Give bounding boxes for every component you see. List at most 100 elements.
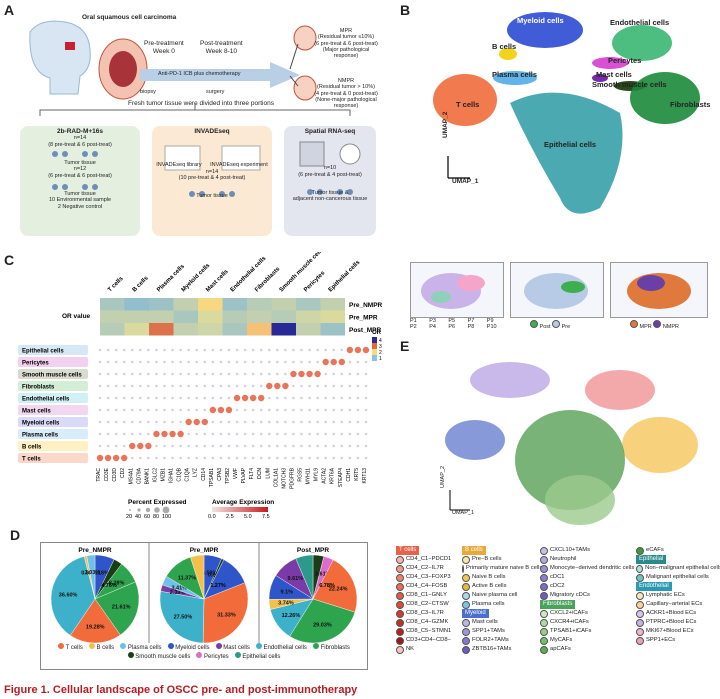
box-16s-bg — [20, 126, 140, 236]
pie-legend: T cells B cells Plasma cells Myeloid cel… — [41, 643, 367, 660]
dot-mark — [130, 372, 134, 376]
dot-mark — [276, 348, 279, 352]
dot-mark — [122, 372, 126, 376]
dot-mark — [259, 420, 263, 424]
or-cell — [222, 323, 247, 336]
column-label: Mast cells — [205, 268, 230, 293]
dot-mark — [308, 456, 311, 460]
legend-label: TPSAB1+iCAFs — [550, 628, 592, 634]
cluster-b-blob — [499, 48, 517, 60]
legend-item: CD3+CD4−CD8− — [396, 636, 468, 645]
pie-legend-label: Fibroblasts — [318, 645, 350, 651]
label-myeloid: Myeloid cells — [517, 16, 564, 25]
legend-label: apCAFs — [550, 646, 571, 652]
dot-mark — [308, 420, 311, 424]
dot-mark — [364, 456, 368, 460]
dot-mark — [106, 348, 110, 352]
dot-mark — [300, 432, 303, 436]
dot-mark — [195, 348, 199, 352]
legend-item: Mast cells — [462, 618, 542, 627]
dot-mark — [340, 372, 344, 376]
pie-slice-label: 0.93% — [81, 570, 97, 576]
legend-group-title: T cells — [396, 546, 420, 555]
dot-mark — [292, 456, 295, 460]
or-cell — [320, 323, 345, 336]
dot-mark — [195, 360, 199, 364]
dot-mark — [122, 348, 126, 352]
pie-slice-label: 8.28% — [109, 580, 125, 586]
mpr-tissue-icon — [293, 25, 317, 51]
or-cell — [149, 298, 174, 311]
dot-mark — [130, 360, 134, 364]
dot-mark — [308, 348, 311, 352]
dot-mark — [203, 384, 207, 388]
dot-mark — [211, 432, 215, 436]
pie-legend-item: Plasma cells — [120, 643, 162, 651]
legend-item: Pre−B cells — [462, 555, 542, 564]
pie-slice-label: 9.1% — [281, 589, 294, 595]
legend-label: CD4_C4−FOSB — [406, 583, 448, 589]
dot-row-bg — [18, 453, 88, 463]
dot-mark — [251, 456, 255, 460]
dot-mark — [235, 420, 239, 424]
legend-label: CD4_C3−FOXP3 — [406, 574, 451, 580]
dot-mark — [276, 372, 279, 376]
legend-item: CXCR4+iCAFs — [540, 618, 640, 627]
dot-mark — [147, 456, 150, 460]
or-cell — [320, 298, 345, 311]
dot-row-label: Mast cells — [22, 409, 51, 415]
dot-mark — [163, 420, 166, 424]
legend-label: ACKR1+Blood ECs — [646, 610, 697, 616]
dot-mark — [274, 382, 281, 390]
dot-mark — [139, 372, 142, 376]
dot-mark — [187, 408, 190, 412]
pie-legend-swatch — [255, 643, 262, 649]
dot-mark — [356, 444, 360, 448]
gene-label: IGHA1 — [169, 468, 175, 483]
dot-mark — [227, 456, 231, 460]
dot-mark — [308, 384, 311, 388]
dot-mark — [155, 396, 158, 400]
dot-mark — [340, 348, 344, 352]
dot-mark — [171, 360, 174, 364]
pie-slice-label: 12.26% — [282, 613, 301, 619]
legend-swatch — [540, 573, 548, 582]
pie-legend-swatch — [127, 652, 134, 658]
legend-item: Migratory cDCs — [540, 591, 640, 600]
umap1-label: UMAP_1 — [452, 178, 479, 185]
gene-label: TPSAB1 — [209, 468, 215, 487]
legend-label: cDC1 — [550, 574, 565, 580]
dot-mark — [259, 372, 263, 376]
legend-item: Neutrophil — [540, 555, 640, 564]
pie-legend-item: Endothelial cells — [255, 643, 307, 651]
legend-label: MyCAFs — [550, 637, 573, 643]
surgery-label: surgery — [206, 89, 225, 95]
dot-mark — [106, 408, 110, 412]
dot-mark — [243, 384, 247, 388]
legend-label: eCAFs — [646, 547, 664, 553]
panel-e-legend: T cells CD4_C1−PDCD1 CD4_C2−IL7R CD4_C3−FOX… — [396, 546, 720, 656]
gene-label: STEAP4 — [338, 468, 344, 487]
gene-label: PLVAP — [241, 467, 247, 483]
percent-legend-dot — [129, 509, 131, 511]
pie-legend-label: Mast cells — [221, 645, 250, 651]
panel-a-graphics — [20, 20, 376, 236]
dot-mark — [219, 432, 223, 436]
pie-legend-label: T cells — [64, 645, 83, 651]
gene-label: RGS5 — [298, 468, 304, 482]
dot-mark — [267, 408, 271, 412]
legend-swatch — [540, 546, 548, 555]
dot-mark — [155, 348, 158, 352]
dot-mark — [98, 384, 102, 388]
pie-slice-label: 27.50% — [174, 614, 193, 620]
dot-mark — [235, 432, 239, 436]
legend-col-1: T cells CD4_C1−PDCD1 CD4_C2−IL7R CD4_C3−FOX… — [396, 546, 468, 654]
legend-item: Malignant epithelial cells — [636, 573, 720, 582]
percent-legend-tick: 60 — [144, 514, 150, 520]
dot-mark — [292, 360, 295, 364]
legend-label: SPP1+TAMs — [472, 628, 505, 634]
dot-mark — [241, 394, 249, 402]
gene-label: CD3D — [112, 468, 118, 482]
legend-label: CD3+CD4−CD8− — [406, 637, 451, 643]
legend-label: CD8_C3−IL7R — [406, 610, 444, 616]
